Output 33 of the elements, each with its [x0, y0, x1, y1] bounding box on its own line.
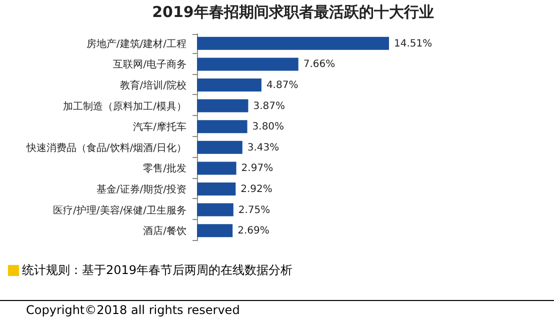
data-label: 2.97% — [241, 163, 274, 174]
y-tick-label: 互联网/电子商务 — [113, 58, 186, 71]
y-tick-label: 加工制造（原料加工/模具） — [63, 100, 186, 112]
bar — [197, 120, 248, 134]
text: 统计规则：基于2019年春节后两周的在线数据分析 — [22, 262, 293, 278]
data-label: 2.69% — [238, 226, 270, 237]
bar — [197, 78, 262, 92]
y-tick-label: 医疗/护理/美容/保健/卫生服务 — [53, 204, 186, 216]
chart-title: 2019年春招期间求职者最活跃的十大行业 — [152, 3, 434, 21]
bar — [197, 162, 236, 175]
data-label: 3.80% — [252, 122, 284, 133]
bar — [197, 58, 298, 71]
text: Copyright©2018 all rights reserved — [0, 300, 554, 317]
y-tick-label: 零售/批发 — [143, 162, 186, 175]
y-tick-label: 房地产/建筑/建材/工程 — [86, 38, 186, 50]
y-tick-label: 酒店/餐饮 — [143, 225, 186, 238]
bar — [197, 224, 233, 238]
bar — [197, 140, 242, 154]
bar — [197, 203, 234, 216]
y-tick-label: 快速消费品（食品/饮料/烟酒/日化） — [25, 142, 186, 154]
y-tick-label: 教育/培训/院校 — [120, 80, 186, 92]
data-label: 2.75% — [238, 204, 270, 216]
data-label: 7.66% — [303, 59, 336, 70]
data-label: 3.87% — [253, 100, 285, 112]
y-tick-label: 汽车/摩托车 — [133, 121, 186, 134]
data-label: 2.92% — [240, 184, 272, 195]
y-tick-label: 基金/证券/期货/投资 — [96, 184, 186, 196]
data-label: 3.43% — [247, 142, 280, 154]
bar — [197, 182, 236, 196]
bar — [197, 36, 389, 50]
bar — [197, 99, 248, 112]
data-label: 14.51% — [394, 38, 432, 50]
data-label: 4.87% — [266, 80, 298, 91]
